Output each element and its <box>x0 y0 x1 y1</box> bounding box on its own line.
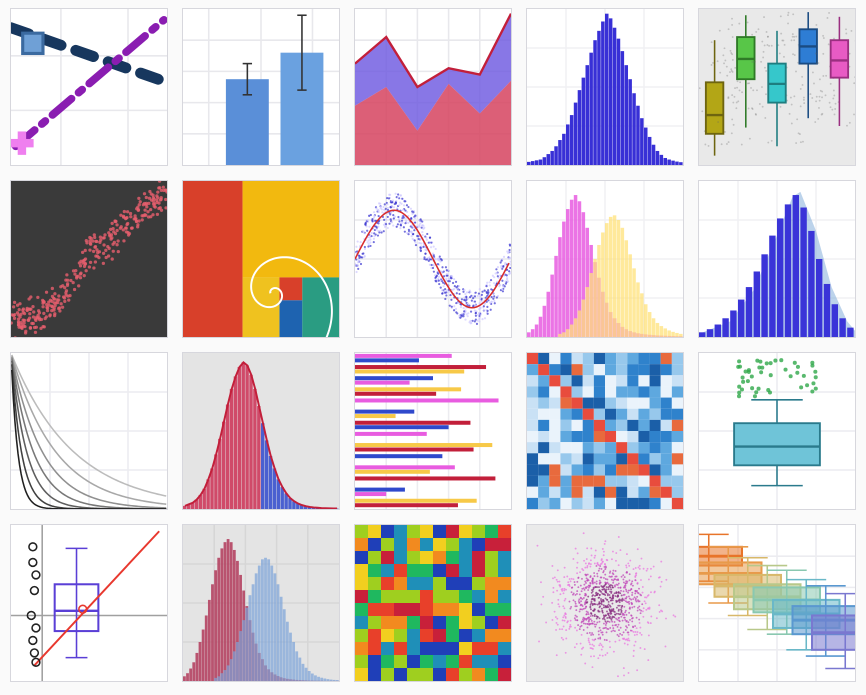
panel-hbar <box>354 352 512 510</box>
panel-heatmap-corr <box>526 352 684 510</box>
panel-stacked-area <box>354 8 512 166</box>
panel-golden-spiral <box>182 180 340 338</box>
panel-boxplots-decline <box>698 524 856 682</box>
panel-bar-err <box>182 8 340 166</box>
panel-decay-curves <box>10 352 168 510</box>
panel-hist-pdf <box>182 352 340 510</box>
panel-histogram <box>526 8 684 166</box>
panel-hist-kde <box>698 180 856 338</box>
panel-box-outliers <box>698 352 856 510</box>
panel-double-hist-2 <box>182 524 340 682</box>
panel-line-markers <box>10 8 168 166</box>
panel-double-hist <box>526 180 684 338</box>
panel-box-line <box>10 524 168 682</box>
panel-heatmap-rainbow <box>354 524 512 682</box>
chart-gallery <box>0 0 866 690</box>
panel-sine-scatter <box>354 180 512 338</box>
panel-boxplots-5 <box>698 8 856 166</box>
panel-scatter-dark <box>10 180 168 338</box>
panel-scatter-blob <box>526 524 684 682</box>
